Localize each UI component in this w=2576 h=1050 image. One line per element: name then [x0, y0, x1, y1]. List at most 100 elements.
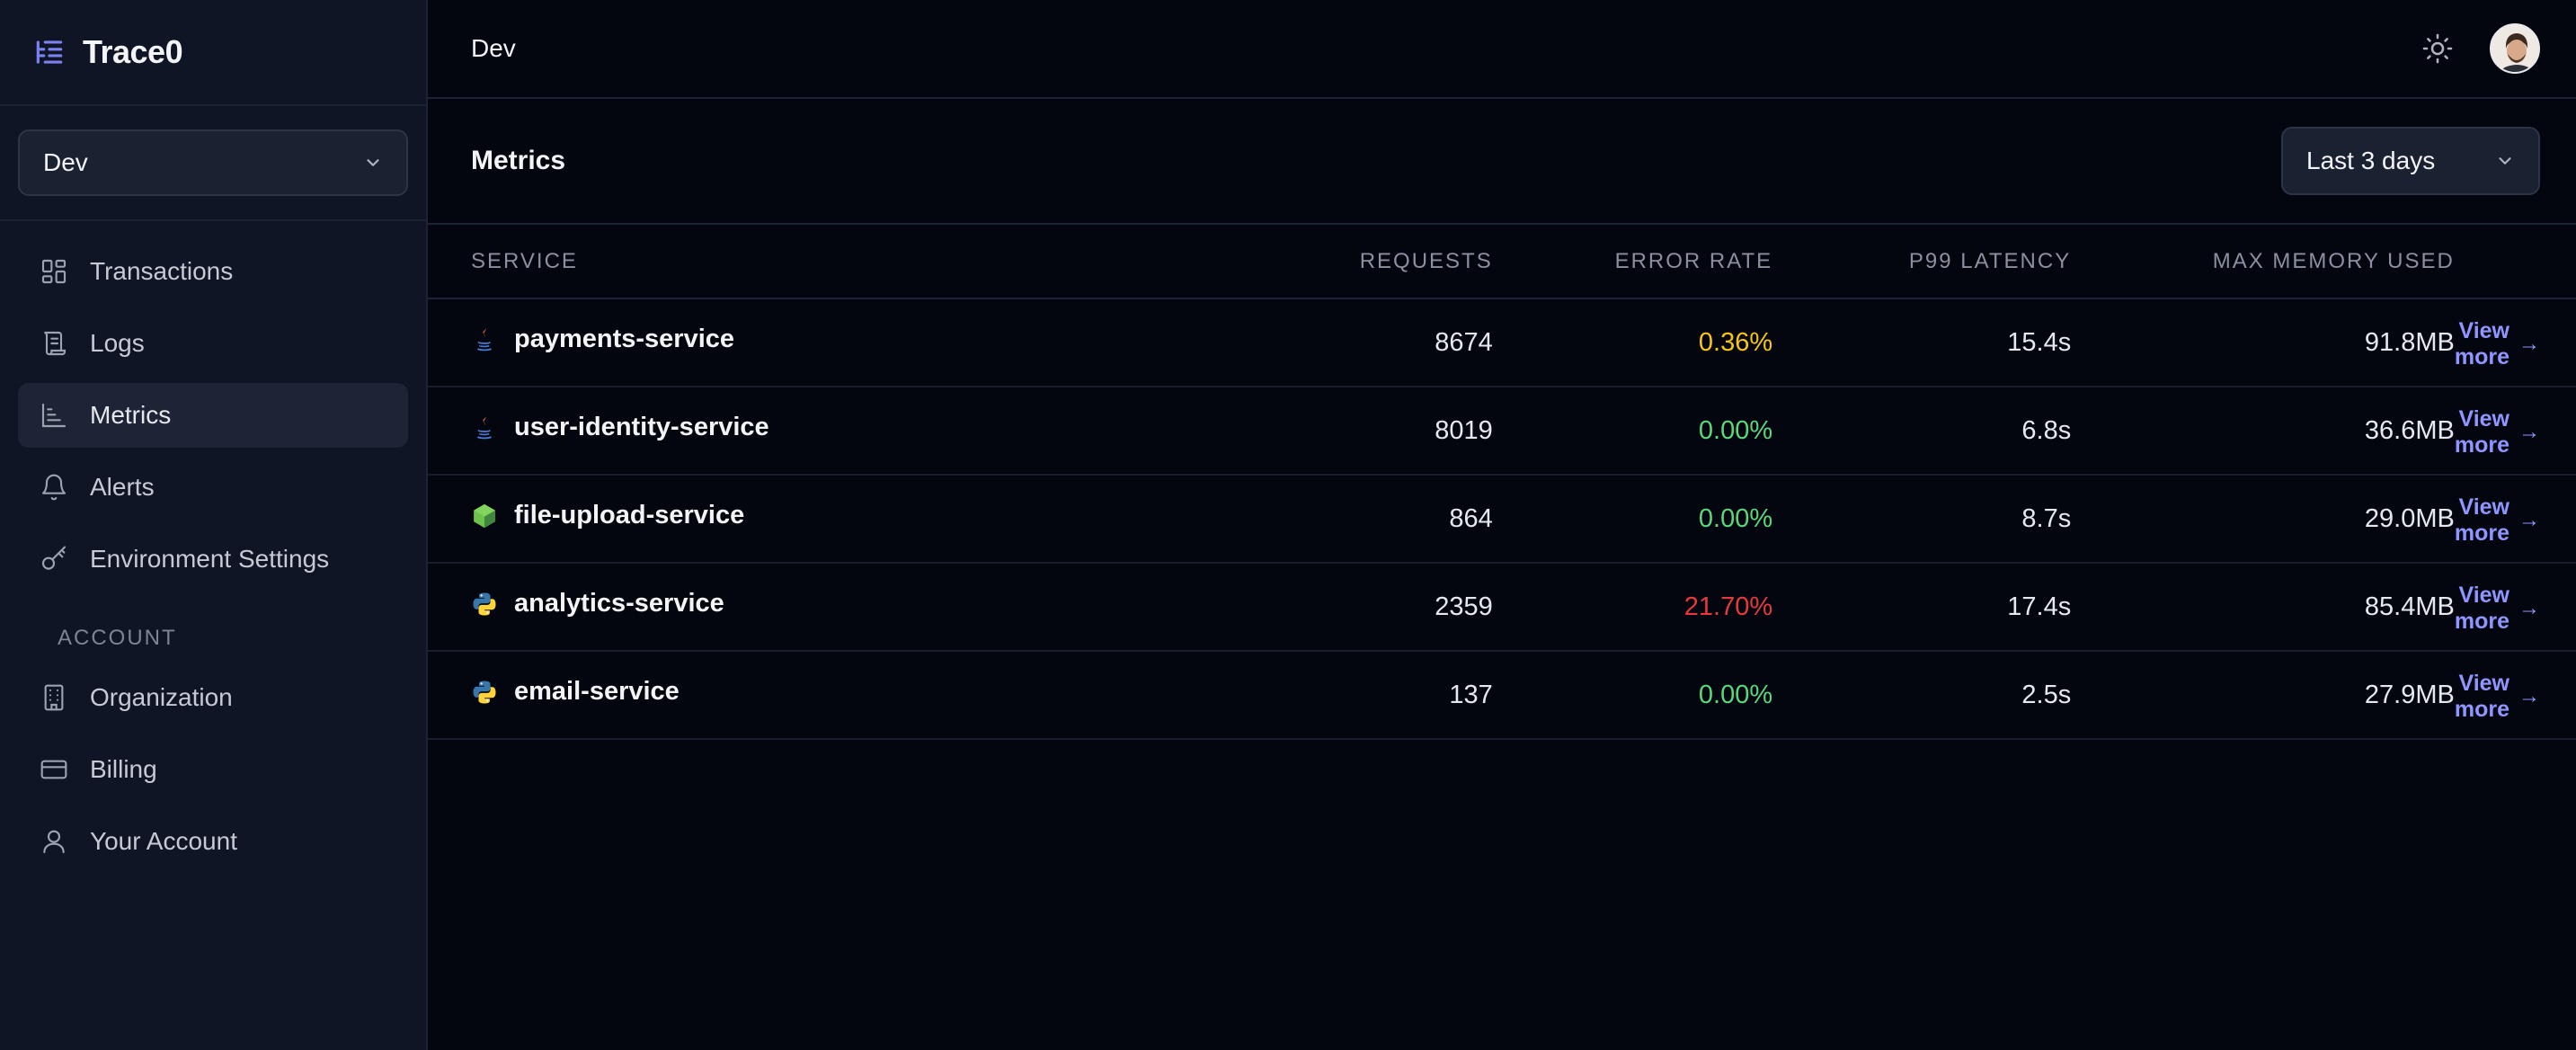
- topbar: Dev: [428, 0, 2576, 99]
- column-header-latency[interactable]: P99 LATENCY: [1772, 225, 2072, 299]
- view-more-link[interactable]: View more →: [2455, 318, 2540, 370]
- service-name[interactable]: file-upload-service: [514, 501, 745, 530]
- table-row: analytics-service 2359 21.70% 17.4s 85.4…: [428, 563, 2576, 652]
- arrow-right-icon: →: [2518, 683, 2540, 708]
- chevron-down-icon: [2499, 157, 2511, 165]
- bar-chart-icon: [40, 401, 68, 430]
- sidebar-item-label: Alerts: [90, 473, 155, 501]
- memory-cell: 27.9MB: [2071, 651, 2455, 740]
- service-cell: email-service: [471, 677, 680, 707]
- environment-value: Dev: [43, 148, 88, 176]
- error-rate-cell: 0.00%: [1492, 475, 1773, 564]
- key-icon: [40, 545, 68, 574]
- chevron-down-icon: [367, 159, 379, 166]
- sidebar-item-logs[interactable]: Logs: [18, 311, 408, 376]
- metrics-table-body: payments-service 8674 0.36% 15.4s 91.8MB…: [428, 298, 2576, 740]
- environment-picker-wrap: Dev: [0, 106, 426, 221]
- service-name[interactable]: payments-service: [514, 325, 735, 354]
- python-icon: [473, 681, 496, 704]
- latency-cell: 8.7s: [1772, 475, 2072, 564]
- view-more-label: View more: [2454, 670, 2509, 722]
- arrow-right-icon: →: [2518, 331, 2540, 356]
- sidebar: Trace0 Dev Transactions Logs: [0, 0, 428, 1050]
- service-cell: file-upload-service: [471, 501, 744, 530]
- time-range-select[interactable]: Last 3 days: [2281, 127, 2540, 195]
- error-rate-cell: 0.36%: [1492, 298, 1773, 387]
- java-icon: [476, 328, 493, 351]
- metrics-table: SERVICE REQUESTS ERROR RATE P99 LATENCY …: [428, 225, 2576, 740]
- logo-icon: [36, 40, 63, 64]
- column-header-error-rate[interactable]: ERROR RATE: [1492, 225, 1773, 299]
- time-range-value: Last 3 days: [2306, 147, 2436, 174]
- memory-cell: 36.6MB: [2071, 387, 2455, 476]
- requests-cell: 2359: [1024, 563, 1493, 652]
- sidebar-item-label: Organization: [90, 683, 233, 711]
- grid-icon: [40, 257, 68, 286]
- view-more-link[interactable]: View more →: [2455, 583, 2540, 635]
- main-nav: Transactions Logs Metrics Alerts: [0, 221, 426, 874]
- account-section-label: ACCOUNT: [58, 626, 177, 650]
- avatar-image: [2492, 25, 2538, 72]
- sidebar-item-transactions[interactable]: Transactions: [18, 239, 408, 304]
- requests-cell: 8019: [1024, 387, 1493, 476]
- building-icon: [40, 683, 68, 712]
- view-more-label: View more: [2454, 582, 2509, 634]
- bell-icon: [40, 473, 68, 502]
- arrow-right-icon: →: [2518, 419, 2540, 444]
- column-header-service[interactable]: SERVICE: [428, 225, 1025, 299]
- python-icon: [473, 592, 496, 616]
- table-row: file-upload-service 864 0.00% 8.7s 29.0M…: [428, 475, 2576, 564]
- service-cell: user-identity-service: [471, 413, 769, 442]
- requests-cell: 864: [1024, 475, 1493, 564]
- brand[interactable]: Trace0: [0, 0, 426, 106]
- latency-cell: 15.4s: [1772, 298, 2072, 387]
- metrics-header: Metrics Last 3 days: [428, 99, 2576, 225]
- brand-name: Trace0: [83, 33, 183, 70]
- table-header-row: SERVICE REQUESTS ERROR RATE P99 LATENCY …: [428, 225, 2576, 299]
- service-cell: analytics-service: [471, 589, 724, 618]
- column-header-requests[interactable]: REQUESTS: [1024, 225, 1493, 299]
- main-content: Dev Metrics Last 3 days: [428, 0, 2576, 1050]
- sidebar-item-label: Billing: [90, 755, 157, 783]
- sidebar-item-billing[interactable]: Billing: [18, 737, 408, 802]
- sidebar-item-label: Logs: [90, 329, 145, 357]
- table-row: email-service 137 0.00% 2.5s 27.9MB View…: [428, 651, 2576, 740]
- sidebar-item-label: Your Account: [90, 827, 237, 855]
- sidebar-item-organization[interactable]: Organization: [18, 665, 408, 730]
- environment-select[interactable]: Dev: [18, 129, 408, 196]
- service-name[interactable]: user-identity-service: [514, 413, 769, 442]
- column-header-memory[interactable]: MAX MEMORY USED: [2071, 225, 2455, 299]
- view-more-link[interactable]: View more →: [2455, 494, 2540, 547]
- view-more-label: View more: [2454, 405, 2509, 458]
- memory-cell: 29.0MB: [2071, 475, 2455, 564]
- sidebar-item-your-account[interactable]: Your Account: [18, 809, 408, 874]
- topbar-actions: [2421, 23, 2540, 74]
- user-icon: [40, 827, 68, 856]
- service-name[interactable]: email-service: [514, 677, 680, 707]
- view-more-link[interactable]: View more →: [2455, 406, 2540, 458]
- service-name[interactable]: analytics-service: [514, 589, 724, 618]
- avatar[interactable]: [2490, 23, 2540, 74]
- arrow-right-icon: →: [2518, 507, 2540, 532]
- java-icon: [476, 416, 493, 440]
- sidebar-item-environment-settings[interactable]: Environment Settings: [18, 527, 408, 592]
- arrow-right-icon: →: [2518, 595, 2540, 620]
- nodejs-icon: [474, 503, 495, 528]
- requests-cell: 8674: [1024, 298, 1493, 387]
- view-more-label: View more: [2454, 494, 2509, 546]
- table-row: user-identity-service 8019 0.00% 6.8s 36…: [428, 387, 2576, 476]
- credit-card-icon: [40, 755, 68, 784]
- sidebar-item-metrics[interactable]: Metrics: [18, 383, 408, 448]
- latency-cell: 17.4s: [1772, 563, 2072, 652]
- view-more-label: View more: [2454, 317, 2509, 369]
- view-more-link[interactable]: View more →: [2455, 671, 2540, 723]
- latency-cell: 6.8s: [1772, 387, 2072, 476]
- sidebar-item-label: Environment Settings: [90, 545, 330, 573]
- error-rate-cell: 0.00%: [1492, 651, 1773, 740]
- breadcrumb: Dev: [471, 34, 516, 62]
- sun-icon[interactable]: [2421, 32, 2454, 65]
- error-rate-cell: 0.00%: [1492, 387, 1773, 476]
- sidebar-item-label: Transactions: [90, 257, 234, 285]
- sidebar-item-alerts[interactable]: Alerts: [18, 455, 408, 520]
- scroll-icon: [40, 329, 68, 358]
